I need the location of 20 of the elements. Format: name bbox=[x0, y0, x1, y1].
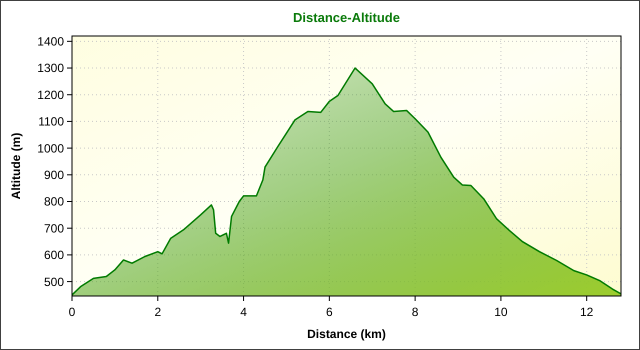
y-tick-label: 600 bbox=[44, 248, 64, 262]
y-tick-label: 700 bbox=[44, 221, 64, 236]
x-axis-title: Distance (km) bbox=[307, 327, 386, 341]
y-tick-label: 1100 bbox=[38, 114, 64, 129]
x-tick-label: 6 bbox=[326, 305, 333, 319]
x-tick-label: 2 bbox=[154, 305, 162, 319]
y-tick-label: 900 bbox=[44, 168, 64, 182]
y-tick-label: 1300 bbox=[37, 61, 64, 76]
x-tick-label: 12 bbox=[580, 305, 594, 319]
y-tick-label: 1200 bbox=[37, 88, 64, 102]
x-tick-label: 4 bbox=[240, 305, 248, 319]
x-tick-label: 8 bbox=[412, 305, 419, 319]
y-tick-label: 800 bbox=[44, 194, 64, 209]
chart-title: Distance-Altitude bbox=[293, 10, 400, 25]
y-tick-label: 1400 bbox=[37, 34, 64, 49]
x-tick-label: 0 bbox=[68, 305, 76, 319]
x-tick-label: 10 bbox=[494, 305, 508, 319]
y-tick-label: 500 bbox=[44, 274, 64, 289]
y-axis-title: Altitude (m) bbox=[9, 132, 23, 200]
y-tick-label: 1000 bbox=[37, 141, 64, 156]
